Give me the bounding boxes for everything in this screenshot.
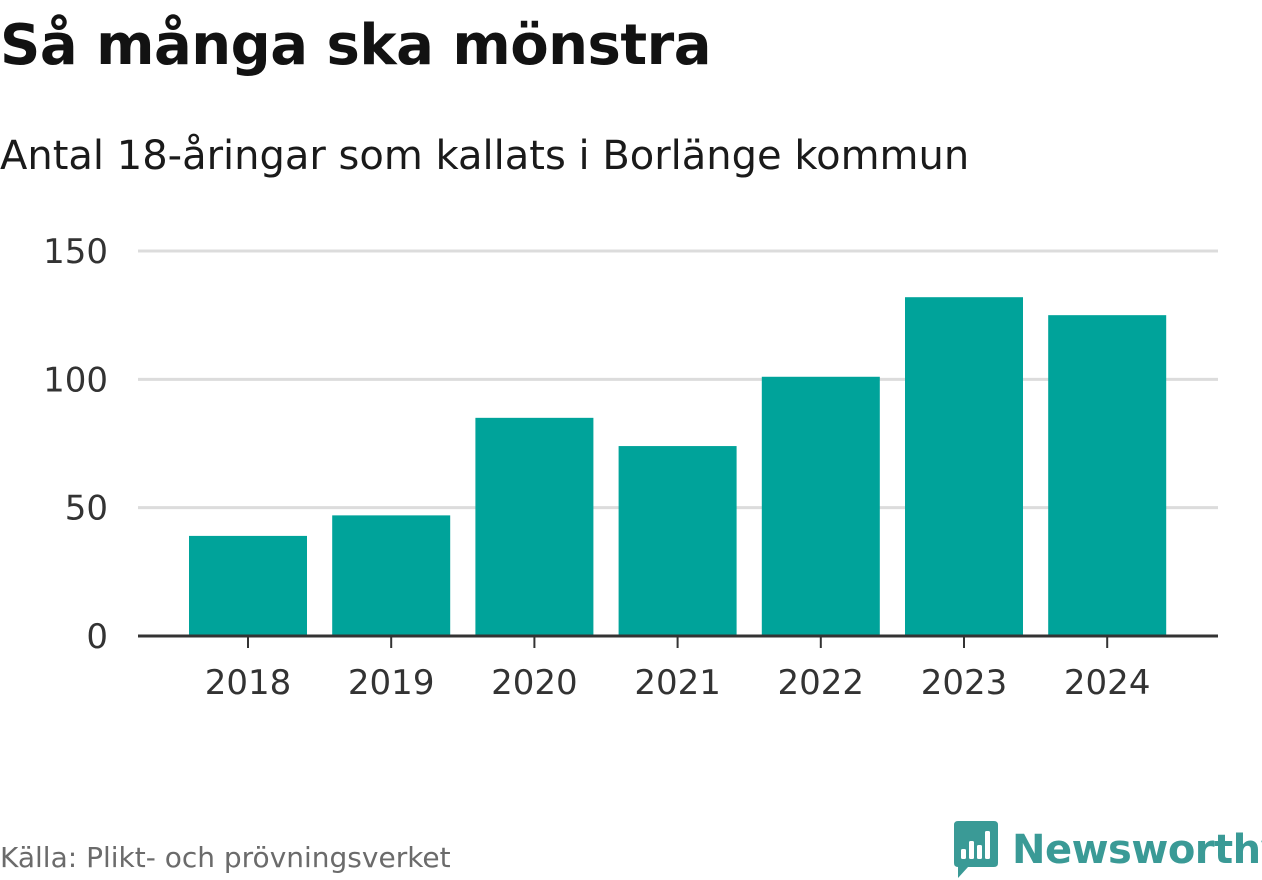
bar-2019 (332, 515, 451, 636)
x-tick-label: 2024 (1064, 663, 1151, 703)
bar-2021 (618, 446, 737, 636)
x-tick-label: 2023 (921, 663, 1008, 703)
y-tick-label: 0 (86, 617, 108, 657)
newsworthy-wordmark: Newsworthy (1012, 827, 1262, 873)
x-tick-label: 2022 (778, 663, 865, 703)
y-tick-label: 100 (43, 360, 108, 400)
bar-2023 (905, 297, 1023, 636)
chart-subtitle: Antal 18-åringar som kallats i Borlänge … (0, 133, 970, 179)
newsworthy-logo-icon (954, 821, 998, 878)
x-tick-label: 2018 (205, 663, 292, 703)
newsworthy-logo[interactable]: Newsworthy (952, 820, 1262, 880)
y-tick-label: 150 (43, 232, 108, 272)
chart-title: Så många ska mönstra (0, 13, 712, 78)
x-tick-label: 2020 (491, 663, 578, 703)
y-tick-label: 50 (65, 489, 108, 529)
bar-2024 (1048, 315, 1167, 636)
x-tick-label: 2019 (348, 663, 435, 703)
x-tick-label: 2021 (634, 663, 721, 703)
bar-2018 (189, 535, 307, 636)
source-note: Källa: Plikt- och prövningsverket (0, 841, 451, 874)
bar-2022 (761, 376, 880, 636)
bar-2020 (475, 417, 594, 636)
